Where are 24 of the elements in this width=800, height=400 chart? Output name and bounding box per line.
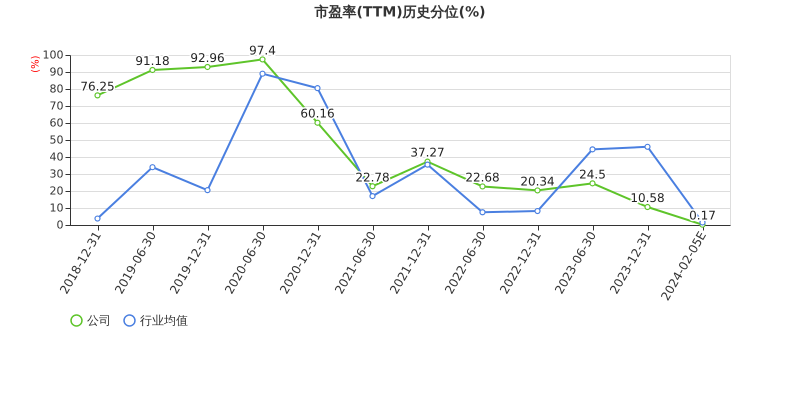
y-tick-label: 10 — [50, 202, 64, 214]
data-label: 76.25 — [80, 79, 115, 94]
y-tick-label: 50 — [50, 134, 64, 146]
legend-label: 行业均值 — [140, 314, 188, 328]
y-axis-title: (%) — [30, 55, 42, 73]
y-tick-label: 100 — [42, 48, 64, 62]
data-label: 24.5 — [579, 167, 606, 182]
y-tick-label: 60 — [50, 116, 64, 130]
data-label: 22.68 — [465, 170, 500, 184]
y-tick-label: 70 — [50, 100, 64, 112]
y-tick-label: 80 — [50, 82, 64, 96]
y-tick-label: 20 — [50, 184, 64, 198]
data-label: 20.34 — [520, 174, 555, 188]
data-label: 37.27 — [410, 146, 445, 160]
y-tick-label: 40 — [50, 150, 64, 164]
data-label: 10.58 — [630, 191, 665, 206]
data-label: 97.4 — [249, 43, 276, 58]
y-tick-label: 30 — [50, 168, 64, 180]
data-label: 92.96 — [190, 50, 225, 65]
legend-label: 公司 — [87, 314, 111, 328]
data-label: 91.18 — [135, 54, 170, 68]
y-tick-label: 0 — [56, 218, 64, 232]
y-tick-label: 90 — [50, 66, 64, 78]
chart-title: 市盈率(TTM)历史分位(%) — [314, 3, 486, 20]
